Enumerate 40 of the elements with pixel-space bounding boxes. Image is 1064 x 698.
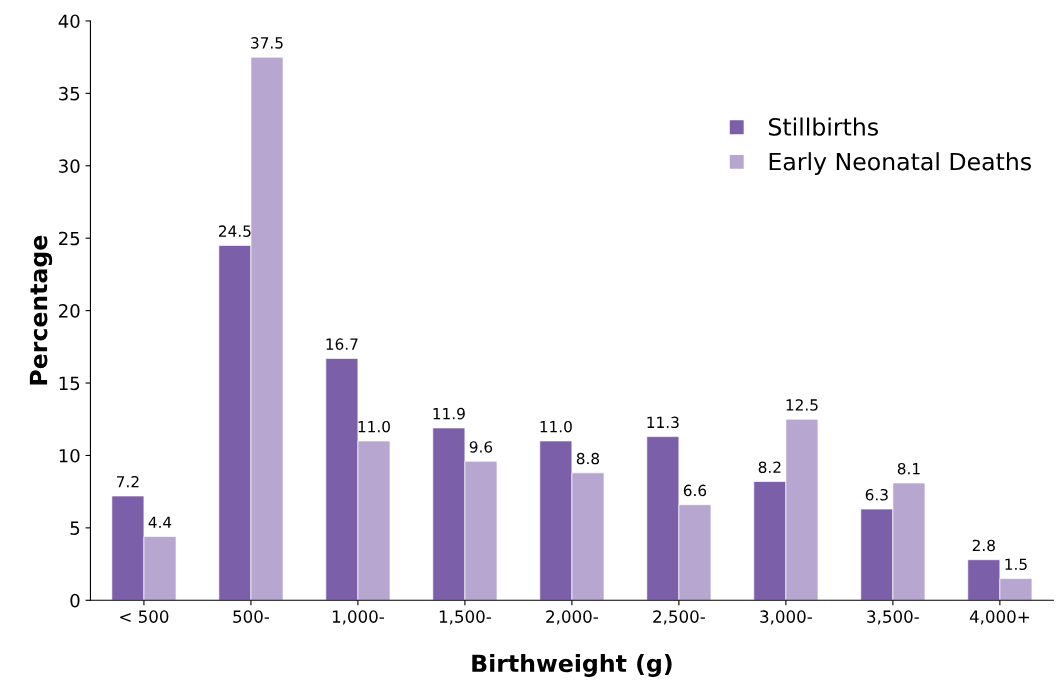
x-tick-label: 4,000+ [969, 610, 1029, 625]
data-label: 8.2 [758, 461, 781, 473]
y-tick-label: 40 [58, 14, 80, 29]
data-label: 6.3 [865, 488, 888, 501]
legend-label: Stillbirths [768, 117, 878, 136]
x-tick-label: 1,500- [439, 610, 491, 625]
data-label: 9.6 [469, 441, 493, 453]
data-label: 4.4 [148, 516, 172, 528]
x-tick-label: 2,500- [653, 610, 705, 625]
y-tick-label: 5 [70, 521, 80, 535]
y-axis-title: Percentage [29, 235, 53, 385]
data-label: 7.2 [116, 475, 139, 488]
data-label: 11.9 [433, 407, 465, 420]
data-label: 6.6 [683, 484, 707, 497]
data-label: 11.0 [540, 420, 572, 433]
y-tick-label: 15 [59, 376, 80, 391]
x-axis-title: Birthweight (g) [472, 653, 672, 677]
data-label: 8.8 [576, 452, 600, 465]
y-tick-label: 10 [59, 448, 80, 463]
x-tick-label: 1,000- [332, 610, 384, 625]
data-label: 8.1 [897, 462, 920, 475]
y-tick-label: 30 [59, 159, 80, 173]
y-tick-label: 20 [59, 304, 80, 318]
data-label: 1.5 [1005, 558, 1027, 571]
y-tick-label: 35 [59, 86, 80, 101]
data-label: 11.3 [647, 416, 679, 429]
data-label: 37.5 [251, 37, 283, 49]
y-tick-label: 0 [70, 593, 80, 608]
data-label: 24.5 [218, 225, 251, 237]
x-tick-label: 2,000- [546, 610, 598, 625]
x-tick-label: 3,500- [867, 610, 919, 625]
data-label: 12.5 [786, 399, 818, 411]
x-tick-label: 3,000- [760, 610, 812, 625]
x-tick-label: < 500 [120, 610, 169, 623]
data-label: 16.7 [326, 338, 358, 350]
legend-label: Early Neonatal Deaths [769, 152, 1031, 176]
data-label: 2.8 [972, 539, 995, 552]
data-label: 11.0 [358, 420, 390, 433]
y-tick-label: 25 [59, 231, 80, 246]
x-tick-label: 500- [233, 610, 270, 623]
